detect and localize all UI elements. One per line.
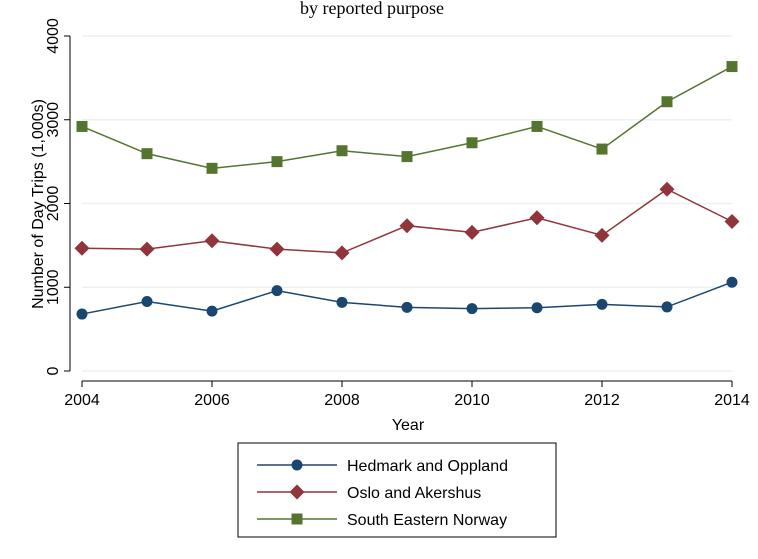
data-point	[531, 120, 543, 132]
x-tick-label: 2004	[64, 392, 100, 409]
x-tick-label: 2014	[714, 392, 750, 409]
data-point	[399, 218, 415, 234]
legend-marker	[291, 459, 303, 471]
data-point	[596, 143, 608, 155]
data-point	[269, 241, 285, 257]
axes: 0 1000 2000 3000 4000 2004 2006 2008 2010 2012 201…	[45, 18, 750, 409]
legend-item: Hedmark and Oppland	[257, 458, 508, 475]
data-point	[464, 224, 480, 240]
data-point	[659, 181, 675, 197]
data-point	[596, 298, 608, 310]
data-point	[76, 308, 88, 320]
data-point	[466, 303, 478, 315]
chart-top-text: by reported purpose	[300, 0, 444, 18]
legend-label: South Eastern Norway	[347, 512, 507, 529]
x-axis-title: Year	[392, 417, 425, 434]
x-tick-label: 2008	[324, 392, 360, 409]
legend-item: Oslo and Akershus	[257, 484, 481, 502]
data-point	[336, 145, 348, 157]
y-tick-label: 4000	[45, 18, 62, 54]
legend-label: Oslo and Akershus	[347, 485, 481, 502]
data-point	[74, 240, 90, 256]
y-tick-label: 1000	[45, 269, 62, 305]
data-point	[334, 245, 350, 261]
data-point	[661, 96, 673, 108]
data-point	[466, 137, 478, 149]
legend-marker	[289, 484, 305, 500]
y-axis-title: Number of Day Trips (1,000s)	[30, 99, 47, 309]
data-point	[529, 210, 545, 226]
data-point	[401, 301, 413, 313]
data-point	[271, 285, 283, 297]
legend-box	[237, 442, 557, 538]
data-point	[206, 162, 218, 174]
data-point	[76, 120, 88, 132]
data-point	[139, 241, 155, 257]
data-point	[531, 302, 543, 314]
series-lines	[74, 61, 740, 320]
legend-marker	[291, 513, 303, 525]
data-point	[724, 214, 740, 230]
legend-label: Hedmark and Oppland	[347, 458, 508, 475]
x-tick-label: 2010	[454, 392, 490, 409]
gridlines	[82, 35, 732, 372]
legend: Hedmark and Oppland Oslo and Akershus Sout…	[237, 442, 557, 538]
data-point	[141, 148, 153, 160]
y-tick-label: 2000	[45, 186, 62, 222]
x-tick-label: 2006	[194, 392, 230, 409]
data-point	[726, 61, 738, 73]
data-point	[401, 151, 413, 163]
series-1	[74, 181, 740, 261]
data-point	[661, 301, 673, 313]
data-point	[206, 305, 218, 317]
data-point	[336, 296, 348, 308]
data-point	[594, 227, 610, 243]
data-point	[271, 156, 283, 168]
legend-item: South Eastern Norway	[257, 512, 507, 529]
y-tick-label: 3000	[45, 102, 62, 138]
x-tick-label: 2012	[584, 392, 620, 409]
data-point	[141, 295, 153, 307]
y-tick-label: 0	[45, 366, 62, 375]
data-point	[726, 276, 738, 288]
series-2	[76, 61, 738, 174]
data-point	[204, 233, 220, 249]
series-0	[76, 276, 738, 320]
